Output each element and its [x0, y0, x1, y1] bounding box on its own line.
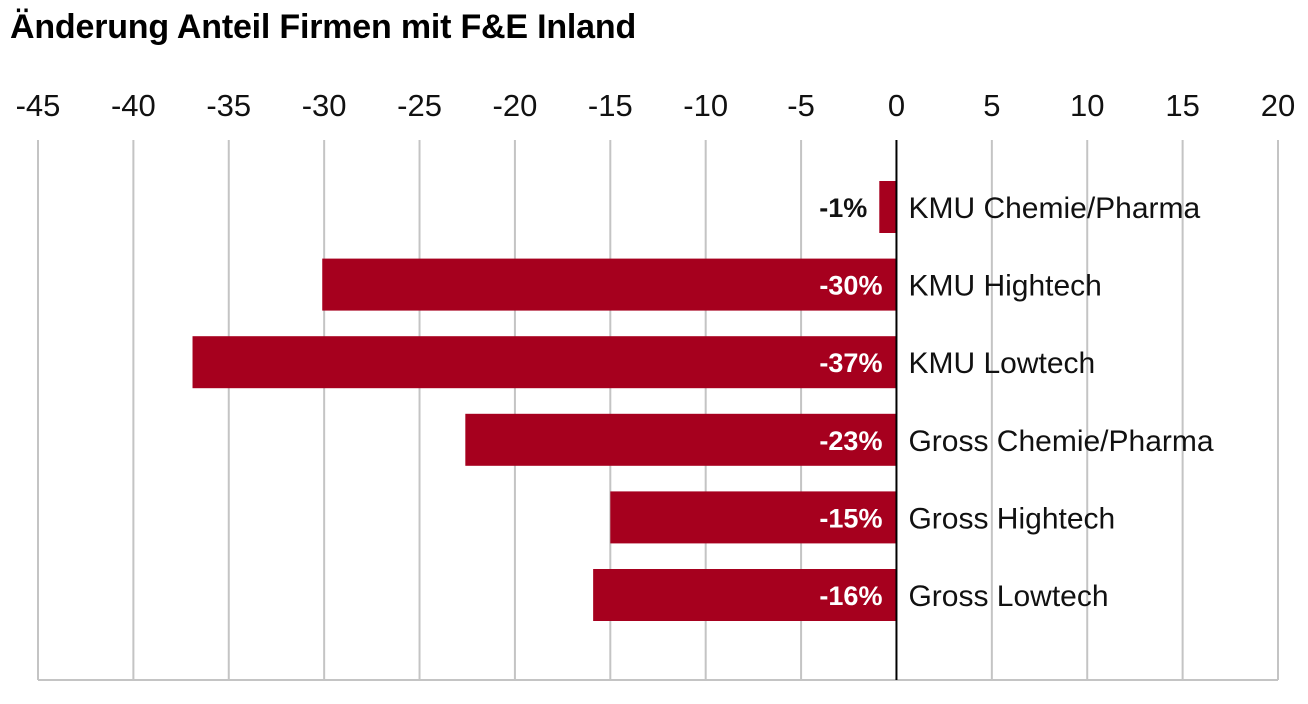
category-label: KMU Hightech — [908, 270, 1101, 303]
bar — [593, 569, 897, 621]
data-label: -15% — [819, 503, 882, 533]
x-tick-label: -45 — [16, 88, 61, 123]
category-label: KMU Lowtech — [908, 347, 1095, 380]
data-label: -37% — [819, 348, 882, 378]
category-label: KMU Chemie/Pharma — [908, 192, 1200, 225]
data-label: -1% — [819, 193, 867, 223]
bar — [879, 181, 897, 233]
bar — [610, 491, 897, 544]
x-tick-label: 20 — [1261, 88, 1295, 123]
category-label: Gross Lowtech — [908, 580, 1108, 613]
x-tick-label: 15 — [1165, 88, 1199, 123]
x-tick-label: 10 — [1070, 88, 1104, 123]
x-tick-label: -20 — [493, 88, 538, 123]
bar — [322, 258, 897, 311]
data-label: -16% — [819, 581, 882, 611]
x-tick-label: -25 — [397, 88, 442, 123]
x-tick-label: -10 — [683, 88, 728, 123]
x-tick-label: -40 — [111, 88, 156, 123]
data-label: -23% — [819, 426, 882, 456]
x-tick-label: -15 — [588, 88, 633, 123]
bar — [465, 413, 897, 466]
x-tick-label: 5 — [983, 88, 1000, 123]
x-tick-label: -5 — [787, 88, 815, 123]
x-tick-label: -35 — [206, 88, 251, 123]
category-label: Gross Chemie/Pharma — [908, 425, 1213, 458]
chart-title: Änderung Anteil Firmen mit F&E Inland — [10, 8, 637, 46]
category-label: Gross Hightech — [908, 502, 1115, 535]
data-label: -30% — [819, 271, 882, 301]
bar — [192, 336, 897, 389]
x-tick-label: -30 — [302, 88, 347, 123]
x-tick-label: 0 — [888, 88, 905, 123]
